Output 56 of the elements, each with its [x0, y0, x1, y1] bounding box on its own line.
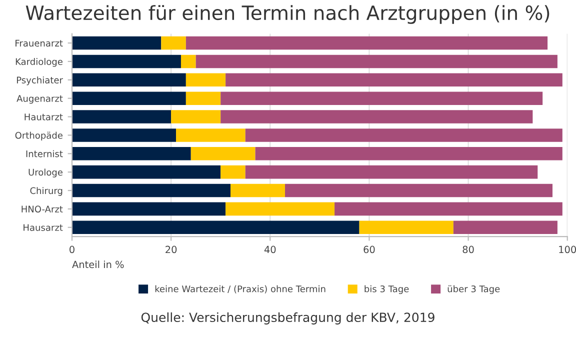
chart-title: Wartezeiten für einen Termin nach Arztgruppen (in %) [26, 5, 550, 24]
y-tick-label: Psychiater [16, 76, 63, 86]
bar [72, 202, 226, 216]
y-tick-label: Urologe [28, 168, 62, 178]
y-tick-label: HNO-Arzt [22, 206, 63, 213]
bar [72, 110, 172, 124]
bar [359, 220, 454, 234]
x-tick-label: 40 [264, 246, 276, 254]
bar [230, 184, 286, 198]
y-tick-label: Frauenarzt [16, 40, 63, 47]
x-tick-label: 20 [166, 246, 177, 254]
bar [186, 92, 221, 105]
x-tick-label: 100 [559, 246, 576, 254]
legend-label: bis 3 Tage [364, 285, 409, 294]
bar [245, 128, 562, 142]
bar [226, 73, 562, 87]
bar [161, 36, 186, 50]
bar [196, 54, 558, 68]
bar [72, 36, 162, 50]
legend-label: über 3 Tage [448, 285, 500, 294]
bar [176, 128, 246, 142]
y-tick-label: Kardiologe [16, 58, 62, 67]
x-tick-label: 0 [70, 246, 74, 254]
bar [285, 184, 552, 198]
bar [171, 110, 221, 124]
bar [190, 147, 256, 160]
bar [186, 73, 226, 87]
bar [334, 202, 562, 216]
bar [245, 165, 538, 179]
bar [453, 220, 558, 234]
y-tick-label: Orthopäde [15, 132, 62, 141]
bar [220, 165, 246, 179]
bar [72, 220, 360, 234]
y-tick-label: Internist [26, 150, 63, 158]
y-tick-label: Chirurg [30, 187, 62, 196]
x-tick-label: 60 [364, 246, 375, 254]
y-tick-label: Augenarzt [16, 95, 63, 104]
x-tick-label: 80 [462, 246, 474, 254]
bar [220, 92, 543, 105]
bar [220, 110, 533, 124]
legend-label: keine Wartezeit / (Praxis) ohne Termin [155, 285, 326, 294]
bar [226, 202, 335, 216]
bar [72, 184, 231, 198]
bar [72, 92, 186, 105]
source-note: Quelle: Versicherungsbefragung der KBV, 2019 [141, 312, 434, 324]
x-axis-title: Anteil in % [72, 260, 124, 268]
bar [72, 128, 176, 142]
y-tick-label: Hausarzt [24, 224, 63, 231]
bar [180, 54, 196, 68]
bar [72, 165, 221, 179]
bar [72, 147, 191, 160]
bar [72, 73, 186, 87]
y-tick-label: Hautarzt [24, 114, 63, 120]
bar [255, 147, 562, 160]
bar [186, 36, 548, 50]
bar [72, 54, 181, 68]
